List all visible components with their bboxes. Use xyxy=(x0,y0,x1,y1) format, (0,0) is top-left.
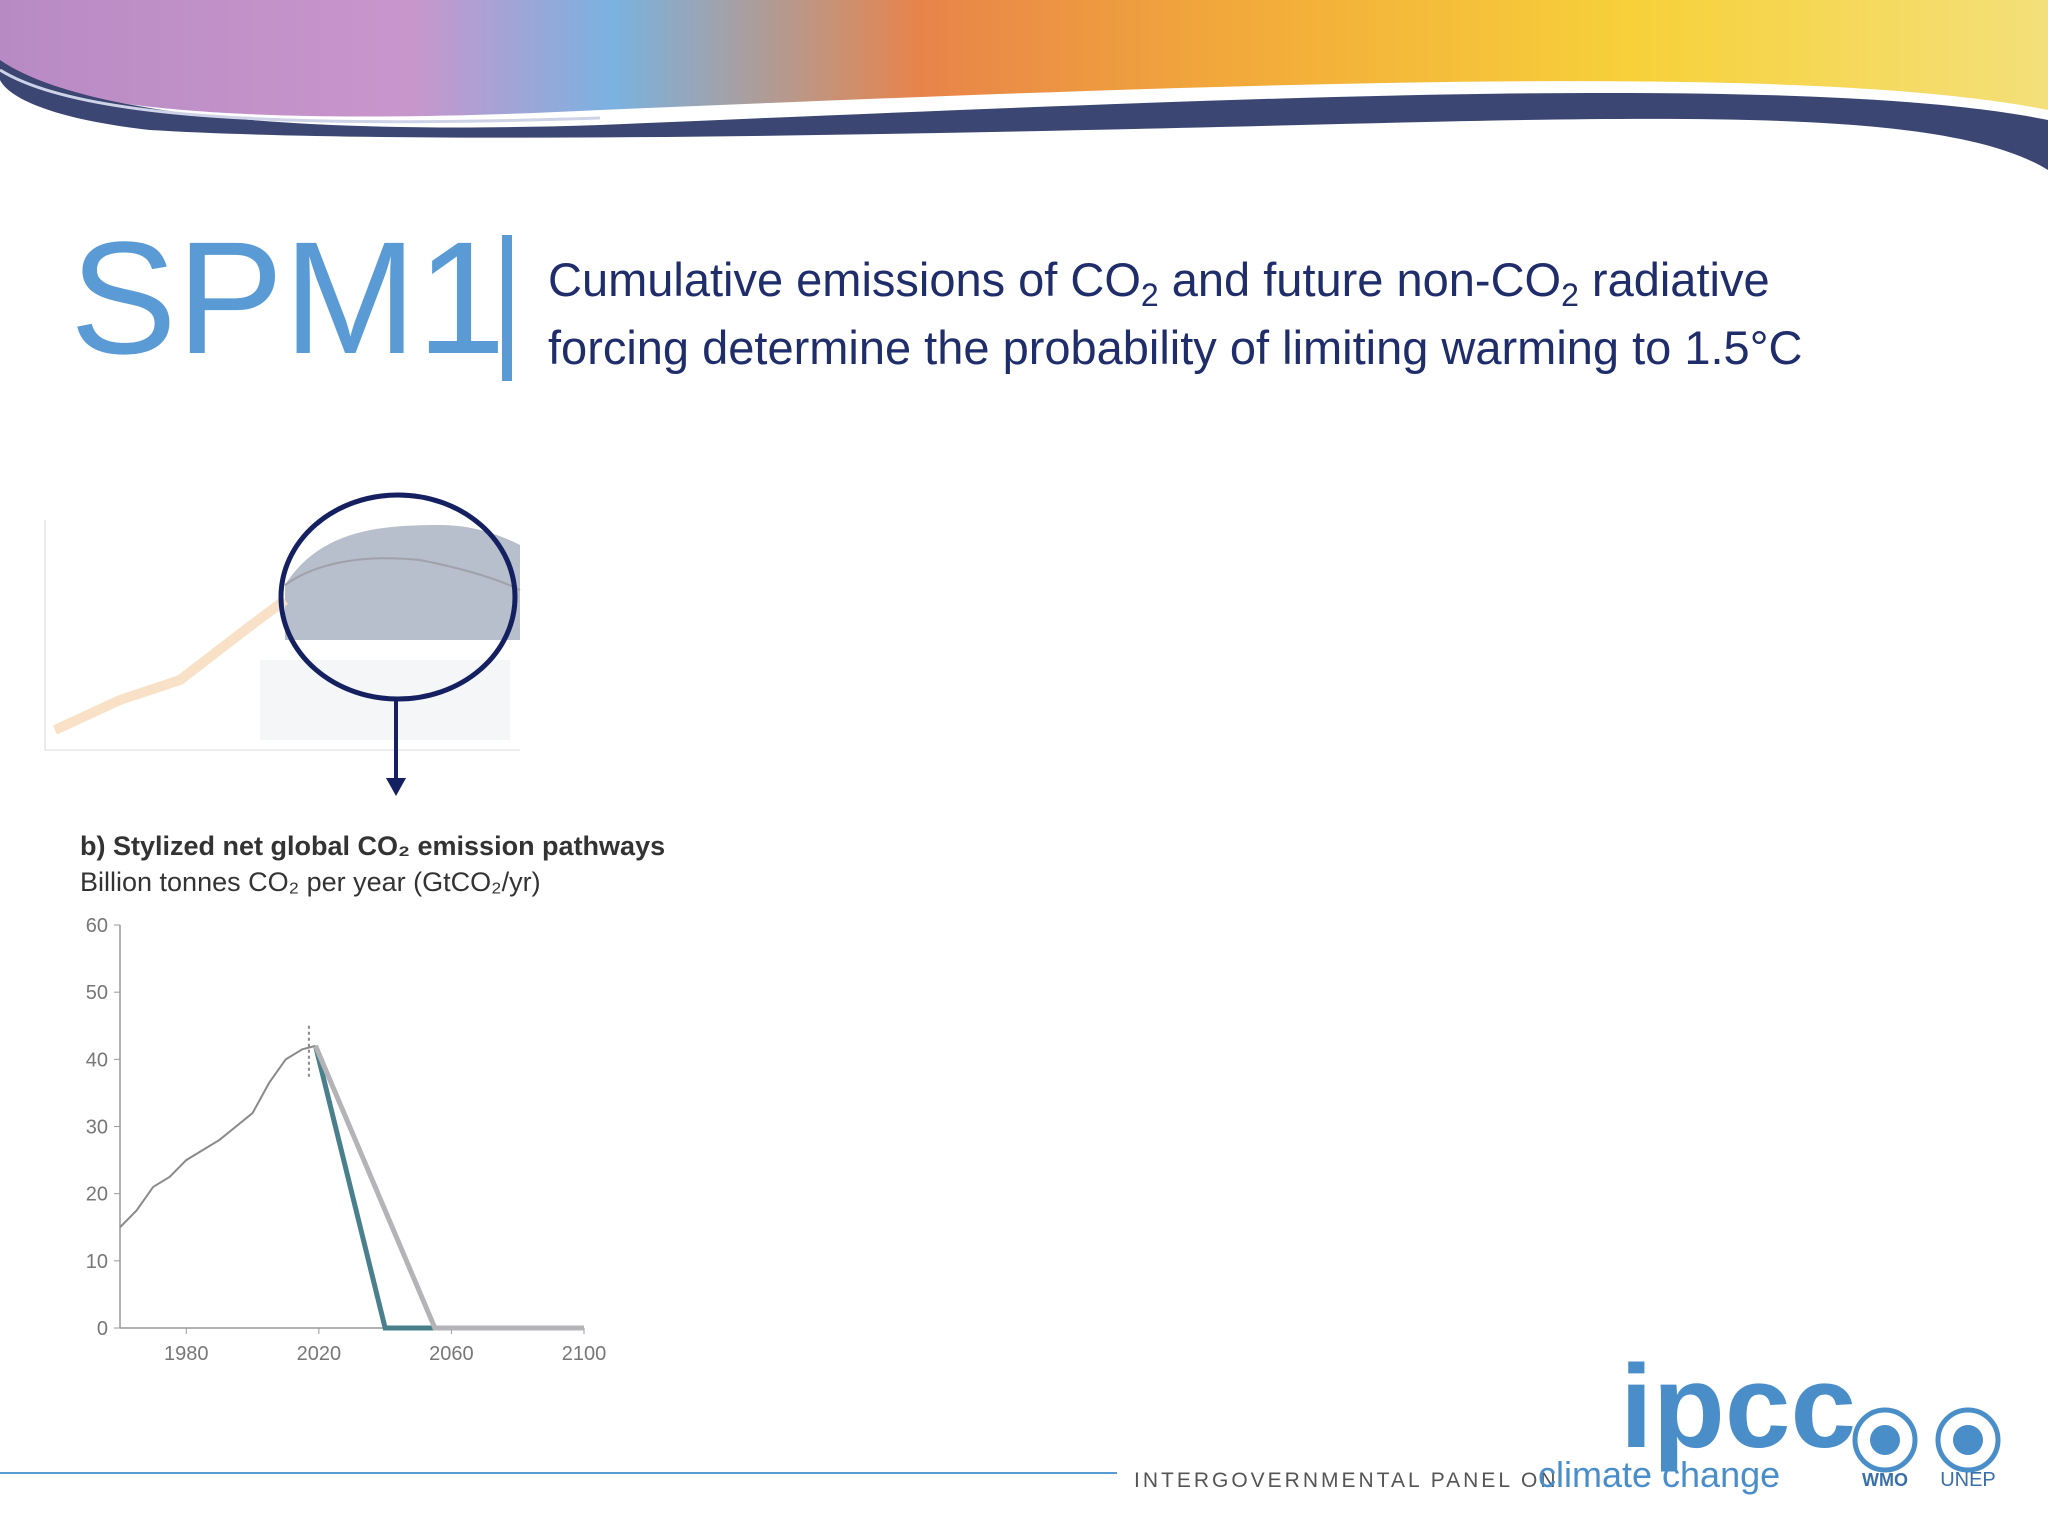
series-line xyxy=(313,1044,584,1331)
series-line xyxy=(313,1045,584,1331)
org-name: climate change xyxy=(1538,1454,1780,1495)
chart-subtitle: Billion tonnes CO₂ per year (GtCO₂/yr) xyxy=(80,867,541,897)
y-tick-label: 60 xyxy=(86,915,108,937)
divider xyxy=(502,235,512,381)
chart-title: b) Stylized net global CO₂ emission path… xyxy=(80,831,665,861)
partner-logo: WMO xyxy=(1862,1470,1908,1490)
chart: 0 10 20 30 40 50 60 1980 2020 2060 2100 xyxy=(86,915,607,1365)
y-tick-label: 50 xyxy=(86,982,108,1004)
x-tick-label: 1980 xyxy=(164,1343,209,1365)
title-text: Cumulative emissions of CO xyxy=(548,253,1141,306)
unep-emblem-core xyxy=(1953,1425,1983,1455)
subscript: 2 xyxy=(1141,277,1159,313)
x-tick-label: 2060 xyxy=(429,1343,474,1365)
y-tick-label: 10 xyxy=(86,1251,108,1273)
y-tick-label: 0 xyxy=(97,1318,108,1340)
series-line xyxy=(119,1044,316,1228)
title-text: forcing determine the probability of lim… xyxy=(548,321,1802,374)
x-tick-label: 2100 xyxy=(562,1343,607,1365)
wmo-emblem-core xyxy=(1870,1425,1900,1455)
slide-title: Cumulative emissions of CO2 and future n… xyxy=(548,253,1802,374)
x-tick-label: 2020 xyxy=(297,1343,342,1365)
title-line: Cumulative emissions of CO2 and future n… xyxy=(548,253,1770,313)
banner xyxy=(0,0,2048,170)
y-tick-label: 40 xyxy=(86,1049,108,1071)
y-tick-label: 20 xyxy=(86,1184,108,1206)
y-tick-label: 30 xyxy=(86,1117,108,1139)
ipcc-logo: ipcc xyxy=(1620,1341,1856,1473)
slide-code: SPM1 xyxy=(70,208,506,387)
title-line: forcing determine the probability of lim… xyxy=(548,321,1802,374)
title-text: and future non-CO xyxy=(1159,253,1561,306)
title-text: radiative xyxy=(1579,253,1770,306)
thumbnail-figure xyxy=(44,520,521,751)
partner-logo: UNEP xyxy=(1940,1469,1996,1491)
org-prefix: INTERGOVERNMENTAL PANEL ON xyxy=(1134,1469,1559,1492)
arrow-head xyxy=(386,778,406,796)
subscript: 2 xyxy=(1561,277,1579,313)
